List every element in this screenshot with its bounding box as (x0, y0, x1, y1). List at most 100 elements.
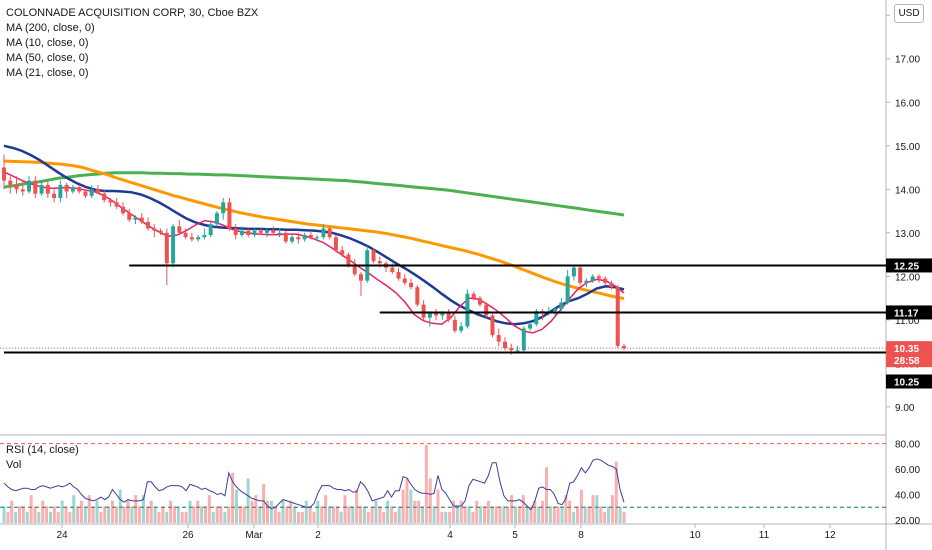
candle-body (127, 213, 132, 220)
volume-bar (72, 495, 76, 523)
volume-bar (440, 511, 444, 523)
candle-body (52, 193, 57, 199)
candle-body (202, 234, 207, 238)
rsi-indicator-label[interactable]: RSI (14, close) (6, 444, 79, 456)
chart-legend: COLONNADE ACQUISITION CORP, 30, Cboe BZX… (6, 6, 258, 81)
lower-pane-legend: RSI (14, close) Vol (6, 443, 79, 473)
volume-bar (483, 506, 486, 523)
volume-bar (285, 506, 289, 523)
currency-button[interactable]: USD (894, 4, 924, 23)
candle-body (446, 313, 451, 320)
candle-body (296, 237, 301, 240)
volume-bar (448, 511, 452, 523)
candle-body (114, 202, 119, 207)
candle-body (108, 200, 113, 203)
volume-bar (107, 506, 111, 523)
volume-bar (52, 506, 56, 523)
candle-body (58, 184, 63, 199)
volume-bar (223, 511, 227, 523)
candle-body (590, 276, 595, 281)
time-tick-label: Mar (245, 530, 263, 541)
time-tick-label: 2 (315, 530, 321, 541)
candle-body (152, 228, 157, 231)
time-tick-label: 4 (447, 530, 453, 541)
candle-body (609, 282, 614, 288)
candle-body (227, 202, 232, 229)
indicator-ma200-label[interactable]: MA (200, close, 0) (6, 22, 95, 34)
volume-bar (603, 511, 607, 523)
volume-bar (161, 506, 165, 523)
volume-bar (33, 506, 37, 523)
price-tick-label: 12.00 (895, 272, 920, 283)
volume-bar (246, 478, 250, 523)
volume-bar (184, 511, 188, 523)
candle-body (421, 304, 426, 318)
candle-body (302, 234, 307, 240)
candle-body (402, 278, 407, 283)
indicator-ma21-label[interactable]: MA (21, close, 0) (6, 67, 89, 79)
candle-body (271, 230, 276, 233)
volume-bar (60, 500, 64, 523)
last-price-label: 10.35 (894, 344, 919, 355)
volume-bar (111, 500, 114, 523)
volume-bar (6, 511, 10, 523)
candle-body (77, 187, 82, 192)
volume-bar (424, 445, 428, 523)
volume-bar (599, 506, 603, 523)
volume-bar (14, 511, 18, 523)
candle-body (484, 304, 489, 316)
volume-bar (541, 500, 545, 523)
volume-bar (622, 511, 626, 523)
volume-bar (382, 511, 386, 523)
candle-body (164, 232, 169, 264)
ma21-line (3, 144, 625, 326)
volume-bar (103, 506, 107, 523)
volume-bar (467, 506, 471, 523)
candle-body (352, 265, 357, 275)
volume-bar (378, 506, 382, 523)
indicator-ma10-label[interactable]: MA (10, close, 0) (6, 37, 89, 49)
level-mid-label: 11.17 (894, 308, 919, 319)
level-mid-label-bg (886, 305, 932, 320)
time-tick-label: 12 (824, 530, 836, 541)
volume-bar (490, 506, 494, 523)
volume-bar (335, 506, 339, 523)
volume-indicator-label[interactable]: Vol (6, 459, 22, 471)
candle-body (208, 224, 213, 235)
candle-body (390, 267, 395, 272)
volume-bar (370, 506, 374, 523)
volume-bar (192, 506, 196, 523)
time-tick-label: 5 (512, 530, 518, 541)
candle-body (214, 213, 219, 225)
candle-body (471, 293, 476, 299)
candle-body (33, 180, 38, 194)
volume-bar (517, 506, 521, 523)
volume-bar (312, 511, 316, 523)
candle-body (565, 276, 570, 303)
volume-bar (587, 506, 591, 523)
candle-body (308, 234, 313, 238)
candle-body (133, 217, 138, 220)
volume-bar (537, 506, 541, 523)
candle-body (39, 184, 44, 194)
rsi-tick-label: 20.00 (895, 516, 920, 527)
volume-bar (21, 506, 25, 523)
volume-bar (452, 500, 455, 523)
volume-bar (548, 506, 552, 523)
candle-body (603, 278, 608, 283)
candle-body (571, 267, 576, 277)
candle-body (515, 350, 520, 352)
volume-bar (211, 511, 215, 523)
candle-body (452, 319, 457, 331)
volume-bar (428, 478, 432, 523)
volume-bar (204, 506, 207, 523)
candle-body (120, 206, 125, 214)
volume-bar (41, 500, 45, 523)
volume-bar (269, 500, 273, 523)
rsi-tick-label: 80.00 (895, 440, 920, 451)
volume-bar (2, 506, 6, 523)
volume-bar (126, 500, 130, 523)
candle-body (333, 237, 338, 251)
indicator-ma50-label[interactable]: MA (50, close, 0) (6, 52, 89, 64)
